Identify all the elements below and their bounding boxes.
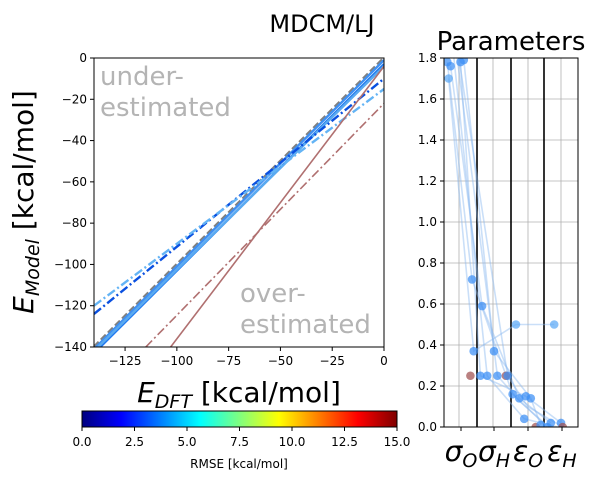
param-y-tick-label-0: 0.0 <box>418 420 437 434</box>
y-tick-label-3: −80 <box>62 216 87 230</box>
param-category-1: σH <box>478 435 510 472</box>
param-point-27 <box>558 422 567 427</box>
x-axis-label: EDFT [kcal/mol] <box>137 376 341 413</box>
param-point-6 <box>477 301 487 311</box>
scatter-ticks: −125 −100 −75 −50 −25 0 −140 −120 −100 −80 −60 −40 −… <box>54 51 388 368</box>
annotation-over: over- estimated <box>240 279 371 340</box>
colorbar-tick-label-5: 12.5 <box>331 435 358 449</box>
series-line-5 <box>94 88 384 307</box>
param-path-1 <box>449 66 552 424</box>
param-point-1 <box>446 61 455 71</box>
param-category-2: εO <box>513 435 543 472</box>
param-point-15 <box>508 389 517 399</box>
param-point-9 <box>466 371 475 381</box>
parameters-title: Parameters <box>437 27 586 57</box>
param-category-3: εH <box>547 435 576 472</box>
figure-suptitle: MDCM/LJ <box>269 10 374 38</box>
parameter-points <box>444 58 567 427</box>
annotation-over-line1: over- <box>240 279 306 309</box>
scatter-panel: under- estimated over- estimated −125 −10… <box>7 51 388 413</box>
param-point-16 <box>511 320 521 329</box>
y-tick-label-5: −40 <box>62 134 87 148</box>
param-y-tick-label-8: 1.6 <box>418 92 437 106</box>
param-path-2 <box>447 78 555 353</box>
parameters-panel: Parameters 0.0 0.2 0.4 0.6 0.8 1.0 1.2 1.4 1.6 1.… <box>418 27 586 472</box>
param-point-5 <box>467 275 477 284</box>
y-axis-label: EModel [kcal/mol] <box>7 90 44 314</box>
param-path-3 <box>459 62 562 424</box>
param-category-0: σO <box>445 435 478 472</box>
colorbar-tick-label-6: 15.0 <box>384 435 411 449</box>
param-point-12 <box>493 371 502 381</box>
annotation-under-line2: estimated <box>100 93 231 123</box>
series-line-7 <box>145 102 384 347</box>
x-tick-label-2: −75 <box>216 354 241 368</box>
param-path-6 <box>456 58 545 424</box>
x-tick-label-3: −50 <box>268 354 293 368</box>
parameters-axes-frame <box>443 57 579 428</box>
param-y-tick-label-6: 1.2 <box>418 174 437 188</box>
param-point-24 <box>546 418 556 427</box>
param-path-4 <box>463 59 542 426</box>
colorbar-tick-label-3: 7.5 <box>230 435 249 449</box>
param-y-tick-label-3: 0.6 <box>418 297 437 311</box>
x-tick-label-4: −25 <box>320 354 345 368</box>
y-tick-label-1: −120 <box>54 299 87 313</box>
param-point-7 <box>469 346 479 356</box>
param-point-25 <box>549 320 559 329</box>
colorbar-tick-label-4: 10.0 <box>279 435 306 449</box>
colorbar-tick-label-0: 0.0 <box>72 435 91 449</box>
scatter-axes-frame <box>93 57 385 348</box>
x-tick-label-5: 0 <box>380 354 388 368</box>
y-tick-label-0: −140 <box>54 340 87 354</box>
param-point-19 <box>526 394 536 403</box>
param-y-tick-label-2: 0.4 <box>418 338 437 352</box>
series-line-0 <box>94 58 384 347</box>
param-point-2 <box>444 74 453 83</box>
param-point-8 <box>476 371 485 381</box>
annotation-over-line2: estimated <box>240 310 371 340</box>
parameter-separators <box>476 58 545 427</box>
param-point-14 <box>503 371 512 381</box>
param-y-tick-label-5: 1.0 <box>418 215 437 229</box>
colorbar-ticks: 0.0 2.5 5.0 7.5 10.0 12.5 15.0 <box>72 427 410 449</box>
parameters-ticks: 0.0 0.2 0.4 0.6 0.8 1.0 1.2 1.4 1.6 1.8 σO σH εO εH <box>418 51 577 472</box>
param-point-20 <box>519 414 529 424</box>
param-point-22 <box>536 420 545 427</box>
series-line-4 <box>94 77 384 315</box>
param-y-tick-label-1: 0.2 <box>418 379 437 393</box>
y-tick-label-6: −20 <box>62 92 87 106</box>
colorbar-bar <box>81 410 398 428</box>
y-tick-label-4: −60 <box>62 175 87 189</box>
x-tick-label-0: −125 <box>109 354 142 368</box>
colorbar: 0.0 2.5 5.0 7.5 10.0 12.5 15.0 RMSE [kcal/mol] <box>72 410 410 471</box>
param-y-tick-label-9: 1.8 <box>418 51 437 65</box>
annotation-under: under- estimated <box>100 62 231 123</box>
param-path-0 <box>446 62 548 427</box>
series-line-3 <box>97 65 384 347</box>
param-y-tick-label-7: 1.4 <box>418 133 437 147</box>
param-path-7 <box>458 58 560 426</box>
param-y-tick-label-4: 0.8 <box>418 256 437 270</box>
y-tick-label-2: −100 <box>54 257 87 271</box>
series-lines <box>94 58 384 347</box>
colorbar-tick-label-1: 2.5 <box>125 435 144 449</box>
annotation-under-line1: under- <box>100 62 184 92</box>
param-point-10 <box>482 371 492 381</box>
param-point-4 <box>459 58 469 65</box>
x-tick-label-1: −100 <box>160 354 193 368</box>
param-point-17 <box>514 394 524 403</box>
colorbar-label: RMSE [kcal/mol] <box>190 457 288 471</box>
colorbar-tick-label-2: 5.0 <box>177 435 196 449</box>
param-point-11 <box>489 346 499 356</box>
series-line-1 <box>94 59 384 347</box>
y-tick-label-7: 0 <box>79 51 87 65</box>
series-line-6 <box>170 65 384 347</box>
